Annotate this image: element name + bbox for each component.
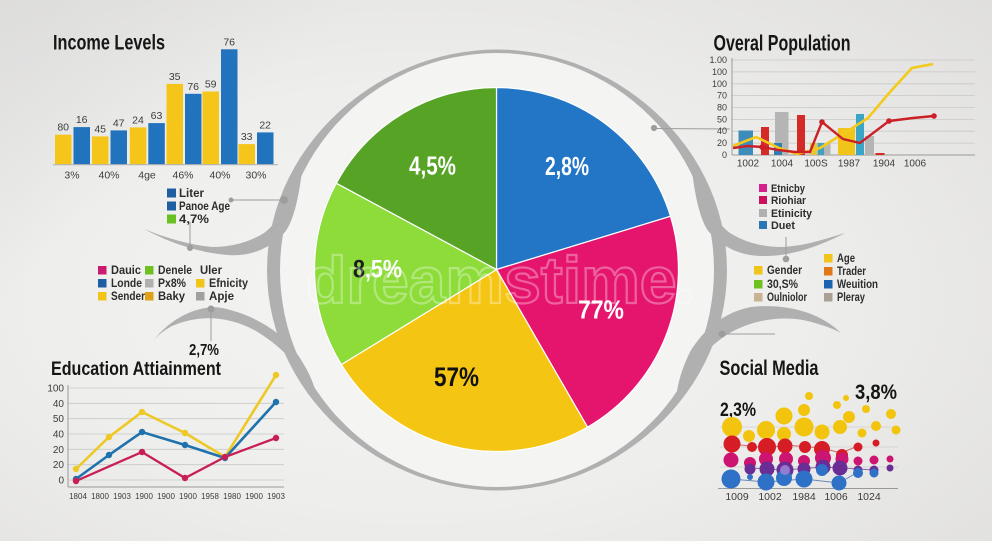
svg-text:2,7%: 2,7% [189,342,219,359]
svg-text:Pleray: Pleray [837,290,865,304]
svg-text:33: 33 [241,131,253,143]
svg-text:Apje: Apje [209,289,234,303]
svg-text:Denele: Denele [158,263,192,277]
svg-text:100: 100 [712,67,727,77]
svg-text:Overal Population: Overal Population [714,31,851,56]
svg-text:40%: 40% [209,170,230,182]
svg-text:24: 24 [132,114,144,126]
svg-text:Sender: Sender [111,289,145,303]
svg-text:3%: 3% [64,170,79,182]
svg-text:2,3%: 2,3% [720,399,756,421]
svg-text:8,5%: 8,5% [353,256,402,284]
svg-text:20: 20 [53,445,65,456]
svg-text:20: 20 [717,138,727,148]
svg-text:3,8%: 3,8% [855,380,897,404]
svg-text:1800: 1800 [91,492,109,501]
svg-text:Baky: Baky [158,289,185,303]
svg-text:Education Attiainment: Education Attiainment [51,358,221,380]
svg-text:70: 70 [717,91,727,101]
svg-text:Gender: Gender [767,263,802,277]
svg-text:40: 40 [717,126,727,136]
svg-text:40%: 40% [98,170,119,182]
svg-text:1987: 1987 [838,159,861,170]
svg-text:63: 63 [151,110,163,122]
svg-text:4ge: 4ge [138,170,156,182]
svg-text:Weuition: Weuition [837,277,878,291]
svg-text:1984: 1984 [792,491,816,503]
svg-text:76: 76 [187,81,199,93]
svg-text:59: 59 [205,79,217,91]
svg-text:1004: 1004 [771,159,794,170]
svg-text:35: 35 [169,71,181,83]
svg-text:Uler: Uler [200,263,222,277]
svg-text:30%: 30% [245,170,266,182]
svg-text:1006: 1006 [904,159,927,170]
svg-text:22: 22 [259,119,271,131]
svg-text:1900: 1900 [179,492,197,501]
svg-text:4,7%: 4,7% [179,212,209,226]
svg-text:1009: 1009 [725,491,749,503]
svg-text:100: 100 [47,384,64,395]
svg-text:1903: 1903 [267,492,285,501]
svg-text:Londe: Londe [111,276,142,290]
svg-text:Panoe Age: Panoe Age [179,199,230,213]
svg-text:Liter: Liter [179,186,204,200]
svg-text:Trader: Trader [837,264,866,278]
svg-text:1804: 1804 [69,492,87,501]
svg-text:4,5%: 4,5% [409,153,456,181]
svg-text:100S: 100S [804,159,828,170]
svg-text:1002: 1002 [737,159,760,170]
svg-text:20: 20 [53,460,65,471]
svg-text:45: 45 [94,123,106,135]
svg-text:1980: 1980 [223,492,241,501]
svg-text:0: 0 [722,150,727,160]
svg-text:57%: 57% [434,362,479,392]
svg-text:80: 80 [57,122,69,134]
svg-text:1900: 1900 [245,492,263,501]
svg-text:Dauic: Dauic [111,263,141,277]
svg-text:1.00: 1.00 [709,55,727,65]
svg-text:47: 47 [113,117,125,129]
svg-text:1006: 1006 [824,491,848,503]
svg-text:77%: 77% [578,297,624,325]
svg-text:80: 80 [717,103,727,113]
svg-text:1903: 1903 [113,492,131,501]
svg-text:1900: 1900 [157,492,175,501]
svg-text:1024: 1024 [857,491,881,503]
svg-text:Efnicity: Efnicity [209,276,248,290]
svg-text:1904: 1904 [873,159,896,170]
svg-text:100: 100 [712,79,727,89]
svg-text:50: 50 [53,414,65,425]
svg-text:Age: Age [837,251,855,265]
svg-text:2,8%: 2,8% [545,151,589,181]
svg-text:40: 40 [53,430,65,441]
svg-text:1900: 1900 [135,492,153,501]
svg-text:dreamstime: dreamstime [306,243,677,317]
svg-text:50: 50 [717,114,727,124]
svg-text:Riohiar: Riohiar [771,195,807,207]
svg-text:Etinicity: Etinicity [771,208,813,220]
svg-text:Etnicby: Etnicby [771,183,806,195]
svg-text:Oulniolor: Oulniolor [767,290,807,304]
svg-text:40: 40 [53,399,65,410]
svg-text:46%: 46% [172,170,193,182]
svg-text:1958: 1958 [201,492,219,501]
svg-text:30,S%: 30,S% [767,277,798,291]
svg-text:0: 0 [58,476,64,487]
svg-text:76: 76 [223,36,235,48]
svg-text:Px8%: Px8% [158,276,186,290]
svg-text:Income Levels: Income Levels [53,31,165,55]
svg-text:1002: 1002 [758,491,782,503]
svg-text:Social Media: Social Media [720,357,819,380]
svg-text:Duet: Duet [771,220,795,232]
svg-text:16: 16 [76,114,88,126]
